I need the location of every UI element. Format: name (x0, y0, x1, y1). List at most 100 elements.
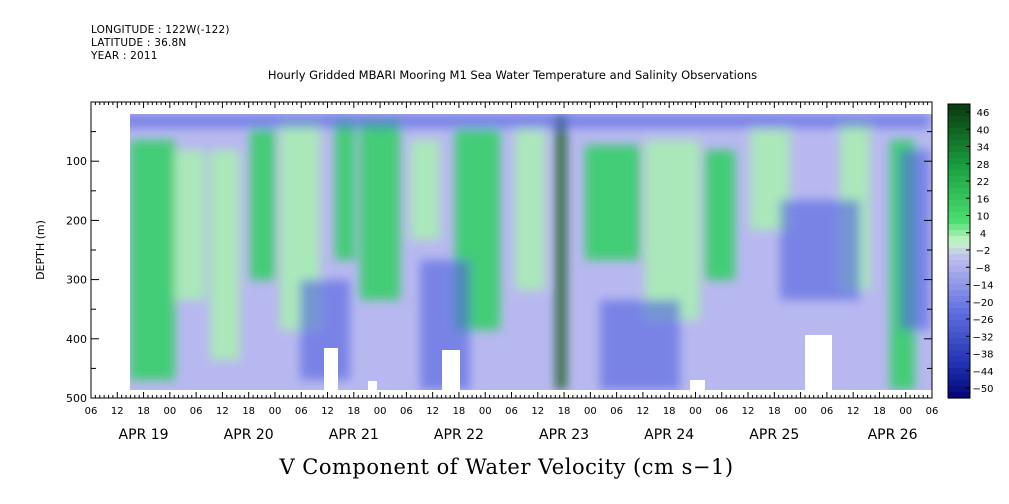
latitude-label: LATITUDE : 36.8N (91, 37, 187, 49)
missing-data-gap (690, 380, 705, 390)
x-date-label: APR 25 (749, 427, 799, 443)
colorbar-swatch (948, 176, 970, 183)
positive-band (556, 114, 566, 390)
colorbar-swatch (948, 266, 970, 273)
colorbar-swatch (948, 326, 970, 333)
x-hour-label: 00 (479, 406, 492, 417)
x-hour-label: 18 (873, 406, 886, 417)
year-label: YEAR : 2011 (91, 50, 158, 62)
colorbar-swatch (948, 182, 970, 189)
colorbar-swatch (948, 272, 970, 279)
colorbar-swatch (948, 308, 970, 315)
x-hour-label: 18 (242, 406, 255, 417)
colorbar-swatch (948, 146, 970, 153)
x-hour-label: 00 (269, 406, 282, 417)
chart-subtitle: V Component of Water Velocity (cm s−1) (279, 455, 734, 479)
colorbar-label: 22 (977, 177, 990, 188)
x-date-label: APR 22 (434, 427, 484, 443)
positive-band (705, 150, 735, 280)
colorbar-swatch (948, 206, 970, 213)
y-tick-label: 400 (66, 333, 87, 346)
colorbar-swatch (948, 158, 970, 165)
colorbar-label: −2 (976, 246, 991, 257)
positive-band (360, 120, 400, 300)
x-hour-label: 18 (137, 406, 150, 417)
colorbar-swatch (948, 278, 970, 285)
negative-band (900, 150, 930, 330)
positive-band (130, 140, 175, 380)
x-hour-label: 12 (742, 406, 755, 417)
y-axis: 100 200 300 400 500 (66, 101, 932, 405)
colorbar-swatch (948, 374, 970, 381)
x-hour-label: 12 (216, 406, 229, 417)
x-hour-label: 06 (295, 406, 308, 417)
y-tick-label: 300 (66, 274, 87, 287)
colorbar-swatch (948, 194, 970, 201)
colorbar-swatch (948, 104, 970, 111)
colorbar-swatch (948, 332, 970, 339)
colorbar-swatch (948, 254, 970, 261)
x-hour-label: 00 (163, 406, 176, 417)
colorbar-swatch (948, 116, 970, 123)
x-date-label: APR 23 (539, 427, 589, 443)
colorbar-swatch (948, 230, 970, 237)
colorbar-swatch (948, 392, 970, 399)
x-hour-label: 12 (531, 406, 544, 417)
colorbar-swatch (948, 236, 970, 243)
colorbar-swatch (948, 110, 970, 117)
colorbar-swatch (948, 302, 970, 309)
chart-title: Hourly Gridded MBARI Mooring M1 Sea Wate… (267, 68, 758, 82)
positive-band (410, 140, 440, 240)
colorbar-label: −14 (972, 281, 993, 292)
missing-data-gap (805, 335, 832, 390)
colorbar-swatch (948, 260, 970, 267)
x-hour-label: 00 (899, 406, 912, 417)
positive-band (585, 145, 640, 260)
x-hour-label: 00 (794, 406, 807, 417)
colorbar-label: 10 (977, 212, 990, 223)
colorbar-swatch (948, 242, 970, 249)
x-hour-label: 18 (347, 406, 360, 417)
colorbar-label: 28 (977, 160, 990, 171)
x-hour-label: 12 (426, 406, 439, 417)
x-hour-label: 00 (584, 406, 597, 417)
y-tick-label: 500 (66, 392, 87, 405)
colorbar-label: −8 (976, 263, 991, 274)
colorbar-swatch (948, 248, 970, 255)
colorbar-swatch (948, 290, 970, 297)
colorbar-swatch (948, 170, 970, 177)
missing-data-gap (324, 348, 338, 390)
x-hour-label: 06 (821, 406, 834, 417)
colorbar-swatch (948, 386, 970, 393)
x-hour-label: 18 (453, 406, 466, 417)
positive-band (335, 120, 355, 260)
colorbar-swatch (948, 122, 970, 129)
x-hour-label: 06 (400, 406, 413, 417)
colorbar-label: −20 (972, 298, 993, 309)
colorbar-swatch (948, 344, 970, 351)
colorbar-label: −32 (972, 332, 993, 343)
top-ticks (90, 102, 933, 108)
x-hour-label: 06 (610, 406, 623, 417)
colorbar-swatch (948, 320, 970, 327)
colorbar: 46 40 34 28 22 16 10 4 −2 −8 −14 −20 −26 −32 −38 −44 −50 (947, 103, 994, 399)
colorbar-label: −38 (972, 350, 993, 361)
colorbar-swatch (948, 296, 970, 303)
colorbar-swatch (948, 188, 970, 195)
missing-data-gap (368, 381, 377, 390)
x-hour-label: 00 (374, 406, 387, 417)
x-axis: 06 12 18 00 06 12 18 00 06 12 18 00 06 12 18 00 06 12 18 00… (85, 392, 939, 443)
colorbar-swatch (948, 350, 970, 357)
x-hour-label: 06 (926, 406, 939, 417)
colorbar-swatch (948, 338, 970, 345)
colorbar-swatch (948, 140, 970, 147)
x-hour-label: 00 (689, 406, 702, 417)
colorbar-swatch (948, 380, 970, 387)
x-hour-label: 18 (558, 406, 571, 417)
x-date-label: APR 19 (119, 427, 169, 443)
positive-band (645, 140, 700, 320)
x-hour-label: 06 (715, 406, 728, 417)
positive-band (175, 150, 205, 300)
negative-band (600, 300, 680, 390)
